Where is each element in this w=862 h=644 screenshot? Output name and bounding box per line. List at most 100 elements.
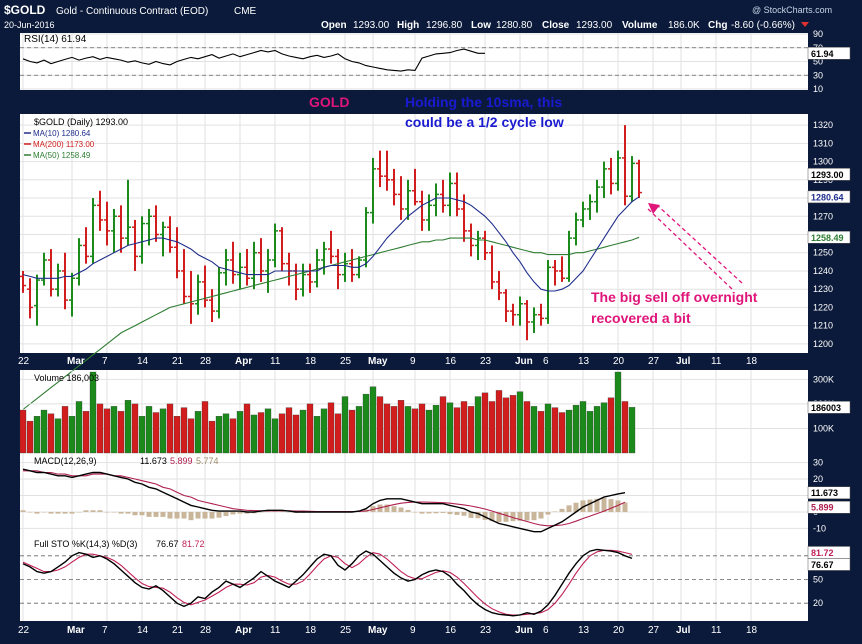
macd-hist-bar bbox=[181, 511, 187, 519]
ohlc-bar bbox=[384, 150, 390, 191]
x-axis-label: 18 bbox=[305, 625, 317, 636]
x-axis-label: 20 bbox=[613, 356, 625, 367]
volume-bar bbox=[390, 406, 398, 454]
macd-hist-bar bbox=[531, 511, 537, 521]
macd-hist-bar bbox=[517, 511, 523, 521]
macd-hist-bar bbox=[496, 511, 502, 523]
macd-hist-bar bbox=[524, 511, 530, 521]
ohlc-bar bbox=[83, 227, 89, 264]
macd-hist-bar bbox=[90, 510, 96, 512]
ma10-last-tag: 1280.64 bbox=[811, 192, 844, 202]
rsi-tick-label: 10 bbox=[813, 84, 823, 94]
sto-label: Full STO %K(14,3) %D(3) bbox=[34, 539, 137, 549]
x-axis-label: 11 bbox=[711, 356, 722, 367]
macd-hist-bar bbox=[573, 502, 579, 512]
price-tick-label: 1300 bbox=[813, 157, 833, 167]
volume-bar bbox=[579, 401, 587, 454]
volume-bar bbox=[537, 411, 545, 454]
volume-bar bbox=[33, 416, 41, 454]
x-axis-label: 28 bbox=[200, 356, 212, 367]
selloff-annotation-line2: recovered a bit bbox=[591, 310, 691, 326]
volume-bar bbox=[488, 401, 496, 454]
volume-label-text: Volume 186,003 bbox=[34, 373, 99, 383]
volume-bar bbox=[26, 420, 34, 454]
volume-bar bbox=[628, 407, 636, 454]
macd-hist-bar bbox=[265, 511, 271, 512]
macd-hist-bar bbox=[244, 511, 250, 514]
x-axis-label: 25 bbox=[340, 356, 352, 367]
macd-hist-bar bbox=[503, 511, 509, 522]
ohlc-bar bbox=[636, 159, 642, 199]
macd-hist-bar bbox=[475, 511, 481, 519]
volume-tick-label: 100K bbox=[813, 423, 834, 433]
volume-bar bbox=[278, 413, 286, 454]
volume-bar bbox=[110, 406, 118, 454]
ohlc-bar bbox=[237, 252, 243, 290]
ohlc-bar bbox=[27, 278, 33, 319]
volume-bar bbox=[229, 418, 237, 454]
ohlc-bar bbox=[125, 179, 131, 246]
ohlc-bar bbox=[230, 241, 236, 284]
exchange-label: CME bbox=[234, 6, 257, 17]
ohlc-bar bbox=[188, 270, 194, 324]
x-axis-label: Jul bbox=[676, 625, 691, 636]
change-label: Chg bbox=[708, 20, 727, 31]
x-axis-label: Apr bbox=[235, 356, 252, 367]
watermark: @ StockCharts.com bbox=[752, 5, 832, 15]
macd-hist-bar bbox=[97, 510, 103, 512]
x-axis-label: 6 bbox=[543, 625, 549, 636]
volume-bar bbox=[544, 403, 552, 454]
ohlc-bar bbox=[629, 156, 635, 202]
ohlc-bar bbox=[104, 201, 110, 246]
volume-bar bbox=[614, 371, 622, 454]
x-axis-label: 11 bbox=[711, 625, 722, 636]
volume-bar bbox=[572, 404, 580, 454]
volume-bar bbox=[446, 402, 454, 454]
x-axis-label: 22 bbox=[18, 625, 30, 636]
volume-label: Volume bbox=[622, 20, 658, 31]
x-axis-label: 18 bbox=[746, 625, 758, 636]
volume-bar bbox=[516, 391, 524, 454]
rsi-tick-label: 50 bbox=[813, 57, 823, 67]
ohlc-bar bbox=[307, 263, 313, 293]
macd-hist-bar bbox=[510, 511, 516, 522]
volume-bar bbox=[47, 413, 55, 454]
volume-bar bbox=[299, 409, 307, 454]
volume-bar bbox=[383, 403, 391, 454]
ma-legend: MA(10) 1280.64 MA(200) 1173.00 MA(50) 12… bbox=[24, 129, 95, 160]
rsi-last-tag: 61.94 bbox=[811, 49, 834, 59]
volume-bar bbox=[117, 411, 125, 454]
volume-bar bbox=[173, 416, 181, 454]
volume-bar bbox=[348, 409, 356, 454]
ohlc-bar bbox=[244, 249, 250, 286]
ohlc-bar bbox=[55, 263, 61, 297]
ohlc-bar bbox=[328, 230, 334, 264]
volume-bar bbox=[474, 396, 482, 454]
volume-bar bbox=[432, 404, 440, 454]
sto-tick-label: 50 bbox=[813, 575, 823, 585]
macd-hist-bar bbox=[489, 511, 495, 522]
sto-k-last-tag: 76.67 bbox=[811, 560, 834, 570]
macd-hist-bar bbox=[153, 511, 159, 517]
volume-bar bbox=[439, 396, 447, 454]
macd-hist-bar bbox=[461, 511, 467, 516]
volume-layer: 300K200K100K186003 bbox=[19, 370, 851, 454]
macd-hist-bar bbox=[230, 511, 236, 515]
x-axis-layer: 22 Mar 7 14 21 28 Apr 11 18 25 May 9 16 23 Jun 6 13 20 27 J… bbox=[18, 356, 758, 636]
x-axis-label: 14 bbox=[137, 625, 149, 636]
arrow-line-2 bbox=[646, 207, 733, 290]
price-tick-label: 1200 bbox=[813, 339, 833, 349]
macd-label: MACD(12,26,9) bbox=[34, 456, 97, 466]
ohlc-bar bbox=[559, 256, 565, 282]
macd-hist-bar bbox=[559, 508, 565, 512]
x-axis-label: 13 bbox=[578, 356, 590, 367]
macd-hist-bar bbox=[146, 511, 152, 517]
instrument-name: Gold - Continuous Contract (EOD) bbox=[56, 6, 208, 17]
macd-hist-bar bbox=[195, 511, 201, 519]
ma10-last-tag-bg bbox=[807, 190, 851, 204]
macd-hist-bar bbox=[209, 511, 215, 519]
volume-bar bbox=[40, 409, 48, 454]
ohlc-bar bbox=[34, 274, 40, 326]
macd-hist-bar bbox=[188, 511, 194, 521]
x-axis-label: May bbox=[368, 625, 388, 636]
